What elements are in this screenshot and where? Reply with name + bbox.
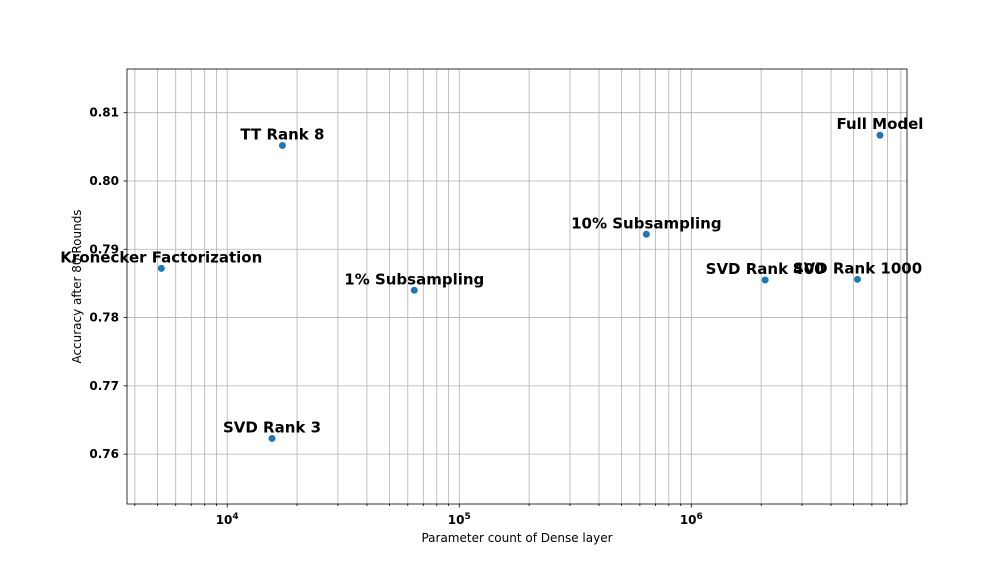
point-label: SVD Rank 1000	[793, 259, 922, 277]
grid-lines	[127, 69, 907, 504]
point-label: Full Model	[836, 115, 923, 133]
y-tick-label: 0.77	[89, 379, 119, 393]
y-tick-label: 0.80	[89, 174, 119, 188]
point-label: SVD Rank 3	[223, 418, 321, 436]
y-tick-label: 0.78	[89, 311, 119, 325]
x-axis-label: Parameter count of Dense layer	[421, 531, 612, 545]
data-point	[853, 275, 861, 283]
x-tick-label: 105	[448, 512, 471, 527]
x-tick-label: 106	[680, 512, 703, 527]
y-tick-label: 0.76	[89, 447, 119, 461]
y-tick-label: 0.79	[89, 242, 119, 256]
data-points	[157, 131, 884, 442]
point-label: Kronecker Factorization	[60, 248, 262, 266]
x-tick-label: 104	[216, 512, 239, 527]
data-point	[278, 141, 286, 149]
point-label: 1% Subsampling	[344, 270, 484, 288]
point-label: 10% Subsampling	[571, 214, 721, 232]
point-labels: Kronecker Factorization SVD Rank 3 TT Rank…	[60, 115, 923, 436]
axis-ticks: 104 105 106 0.76 0.77 0.78 0.79 0.80 0.81	[89, 106, 902, 527]
data-point	[268, 434, 276, 442]
data-point	[761, 276, 769, 284]
data-point	[642, 230, 650, 238]
plot-frame	[126, 68, 908, 505]
data-point	[410, 286, 418, 294]
point-label: SVD Rank 400	[706, 260, 825, 278]
point-label: TT Rank 8	[240, 125, 324, 143]
y-tick-label: 0.81	[89, 106, 119, 120]
y-axis-label: Accuracy after 80 Rounds	[70, 209, 84, 363]
data-point	[876, 131, 884, 139]
data-point	[157, 264, 165, 272]
